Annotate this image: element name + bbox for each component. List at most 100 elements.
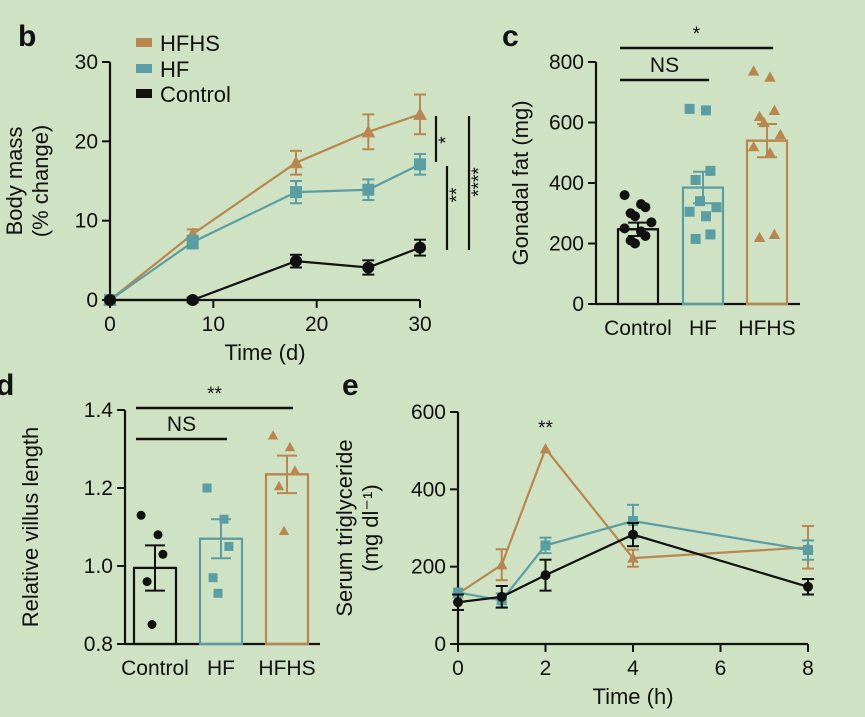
b-legend-swatch-hf (136, 64, 152, 73)
e-significance-label: ** (538, 418, 553, 439)
e-point-hf (453, 587, 463, 598)
panel-b-body-mass-line-chart: b 0 10 20 30 0 10 20 30 Time (d) Body mass (% chang… (2, 20, 490, 365)
b-significance-label: * (436, 136, 457, 144)
d-dot-hfhs (278, 525, 290, 536)
c-dot-hfhs (758, 116, 770, 128)
b-point-control (290, 255, 302, 268)
e-x-tick-label: 0 (452, 657, 464, 680)
e-x-tick-label: 4 (627, 657, 639, 680)
d-dot-control (136, 510, 146, 520)
d-x-tick-label: HFHS (258, 657, 315, 680)
e-x-tick-label: 8 (802, 657, 814, 680)
e-point-hf (803, 545, 813, 556)
c-dot-hf (705, 165, 716, 176)
b-point-hf (186, 236, 199, 249)
b-point-hf (362, 183, 375, 196)
d-dot-hf (213, 588, 223, 598)
e-point-hfhs (496, 558, 508, 570)
b-point-control (414, 241, 426, 254)
c-dot-hf (695, 196, 705, 207)
b-x-axis-label: Time (d) (224, 340, 305, 365)
c-x-tick-label: Control (604, 317, 672, 340)
d-dot-hf (224, 542, 234, 551)
e-y-tick-label: 400 (411, 478, 446, 501)
e-y-tick-label: 600 (411, 401, 446, 424)
d-y-tick-label: 1.0 (84, 555, 113, 578)
d-significance-label: ** (207, 384, 222, 405)
d-dot-control (158, 549, 168, 559)
c-significance-label: * (693, 24, 701, 45)
e-y-tick-label: 0 (434, 633, 446, 656)
d-y-tick-label: 0.8 (84, 633, 113, 656)
c-y-tick-label: 800 (549, 51, 584, 74)
c-dot-hfhs (753, 110, 766, 122)
c-dot-hf (690, 233, 701, 244)
b-legend-swatch-control (136, 89, 152, 98)
c-significance-label: NS (650, 54, 679, 77)
c-dot-hf (711, 202, 722, 213)
b-point-control (104, 294, 116, 306)
e-series-control (452, 521, 814, 611)
panel-label-b: b (18, 20, 36, 53)
c-y-tick-label: 600 (549, 112, 584, 135)
e-point-hf (540, 540, 551, 551)
panel-label-d: d (0, 369, 14, 402)
d-y-tick-label: 1.2 (84, 477, 113, 500)
b-y-tick-label: 10 (75, 210, 98, 233)
c-dot-hfhs (768, 104, 781, 115)
c-dot-control (630, 211, 640, 222)
c-y-tick-label: 400 (549, 172, 584, 195)
d-dot-control (142, 577, 152, 587)
c-dot-hfhs (764, 147, 776, 158)
c-dot-hfhs (747, 140, 760, 152)
c-dot-control (640, 230, 651, 241)
b-x-tick-label: 10 (202, 313, 225, 336)
c-x-tick-label: HFHS (738, 317, 795, 340)
b-point-control (186, 294, 199, 306)
c-y-tick-label: 200 (549, 233, 584, 256)
c-dot-hfhs (747, 65, 760, 76)
b-point-hfhs (289, 155, 303, 169)
b-point-control (362, 261, 375, 274)
d-dot-control (153, 530, 163, 540)
c-dot-hf (705, 229, 716, 240)
b-y-tick-label: 0 (86, 289, 98, 312)
c-dot-control (619, 190, 630, 201)
b-legend-swatch-hfhs (136, 38, 152, 47)
b-legend-label-hf: HF (160, 57, 189, 82)
c-dot-hf (684, 206, 695, 217)
c-y-axis-label: Gonadal fat (mg) (508, 100, 533, 265)
b-significance-label: **** (469, 167, 490, 197)
e-x-tick-label: 6 (715, 657, 727, 680)
e-x-axis-label: Time (h) (592, 684, 673, 709)
c-dot-control (630, 238, 640, 249)
d-dot-hf (219, 514, 229, 524)
d-x-tick-label: Control (121, 657, 189, 680)
e-point-hfhs (627, 552, 639, 563)
d-dot-hfhs (289, 465, 301, 475)
d-dot-hfhs (273, 480, 285, 491)
b-point-hfhs (361, 124, 376, 138)
c-dot-hfhs (753, 231, 766, 243)
c-x-tick-label: HF (689, 317, 717, 340)
b-legend-label-control: Control (160, 82, 231, 107)
c-dot-hfhs (768, 228, 781, 240)
e-y-axis-label: Serum triglyceride (332, 439, 357, 616)
e-point-control (496, 591, 507, 602)
c-dot-control (619, 223, 630, 234)
d-dot-control (147, 620, 157, 629)
e-y-tick-label: 200 (411, 556, 446, 579)
d-y-axis-label: Relative villus length (18, 427, 43, 628)
d-dot-hf (202, 483, 212, 493)
d-significance-label: NS (167, 413, 196, 436)
c-dot-hfhs (774, 128, 787, 140)
e-x-tick-label: 2 (540, 657, 552, 680)
panel-e-triglyceride-line-chart: e 0 2 4 6 8 0 200 400 600 Time (h) Serum triglyceri… (332, 369, 814, 709)
panel-label-c: c (502, 20, 519, 53)
c-y-tick-label: 0 (572, 293, 584, 316)
b-point-hf (414, 158, 426, 171)
c-dot-hf (690, 174, 701, 185)
